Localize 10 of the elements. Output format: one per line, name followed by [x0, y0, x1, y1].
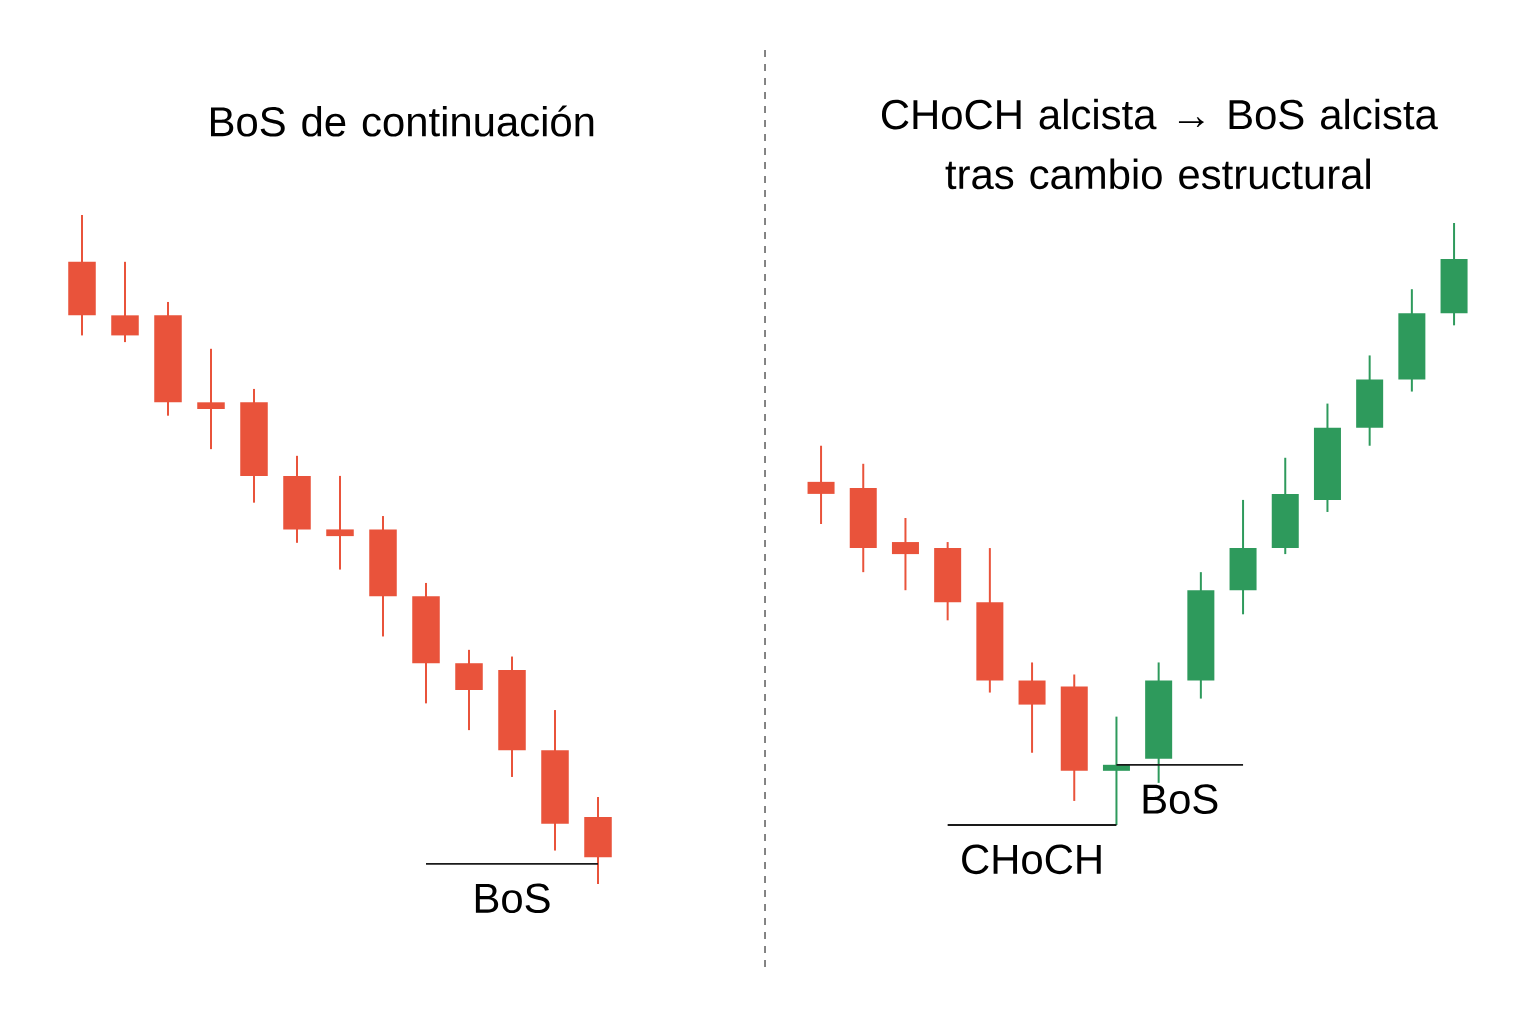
candlestick — [1102, 715, 1130, 826]
candlestick — [326, 474, 354, 571]
annotation: BoS — [1143, 784, 1218, 814]
candlestick — [807, 444, 835, 525]
chart-title: CHoCH alcista → BoS alcista tras cambio estructural — [881, 98, 1438, 190]
text: CHoCH — [962, 844, 1101, 875]
candlestick — [197, 347, 225, 451]
annotation: BoS — [475, 883, 550, 914]
candlestick — [891, 516, 919, 592]
chart-title: BoS de continuación — [211, 105, 594, 137]
